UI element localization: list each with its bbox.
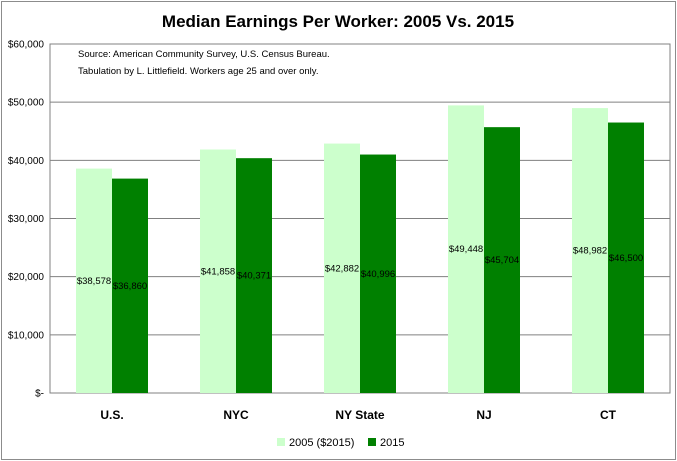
bar-nyc-2015	[236, 158, 272, 393]
source-note-line-2: Tabulation by L. Littlefield. Workers ag…	[78, 66, 318, 77]
y-tick-label: $30,000	[8, 214, 45, 225]
bar-nj-2005	[448, 105, 484, 393]
data-label: $40,996	[361, 269, 395, 280]
bar-u-s-2005	[76, 168, 112, 393]
category-label: NYC	[223, 408, 249, 422]
bar-ct-2005	[572, 108, 608, 393]
data-label: $36,860	[113, 281, 147, 292]
x-axis-category-labels: U.S. NYC NY State NJ CT	[100, 408, 616, 422]
y-tick-label: $-	[35, 389, 44, 400]
data-label: $45,704	[485, 255, 519, 266]
category-label: NY State	[335, 408, 384, 422]
data-labels: $38,578 $36,860 $41,858 $40,371 $42,882 $40,9…	[77, 244, 643, 292]
data-label: $49,448	[449, 244, 483, 255]
y-axis-tick-labels: $- $10,000 $20,000 $30,000 $40,000 $50,000 $60…	[8, 40, 45, 400]
data-label: $48,982	[573, 246, 607, 257]
data-label: $38,578	[77, 276, 111, 287]
legend-swatch-2005	[277, 438, 285, 446]
bar-ny-state-2005	[324, 143, 360, 393]
bar-nyc-2005	[200, 149, 236, 393]
bar-ny-state-2015	[360, 154, 396, 393]
data-label: $40,371	[237, 271, 271, 282]
bar-ct-2015	[608, 122, 644, 394]
source-note: Source: American Community Survey, U.S. …	[78, 49, 330, 77]
legend: 2005 ($2015) 2015	[277, 437, 404, 449]
legend-label-2005: 2005 ($2015)	[289, 437, 354, 449]
legend-swatch-2015	[368, 438, 376, 446]
bar-nj-2015	[484, 127, 520, 394]
y-tick-label: $40,000	[8, 156, 45, 167]
bars	[76, 105, 644, 394]
data-label: $42,882	[325, 263, 359, 274]
bar-u-s-2015	[112, 178, 148, 393]
y-tick-label: $50,000	[8, 98, 45, 109]
category-label: U.S.	[100, 408, 123, 422]
legend-label-2015: 2015	[380, 437, 404, 449]
category-label: NJ	[476, 408, 491, 422]
y-tick-label: $10,000	[8, 330, 45, 341]
y-tick-label: $60,000	[8, 40, 45, 51]
y-tick-label: $20,000	[8, 272, 45, 283]
data-label: $41,858	[201, 266, 235, 277]
category-label: CT	[600, 408, 617, 422]
source-note-line-1: Source: American Community Survey, U.S. …	[78, 49, 330, 60]
data-label: $46,500	[609, 253, 643, 264]
chart-title: Median Earnings Per Worker: 2005 Vs. 201…	[162, 12, 514, 31]
